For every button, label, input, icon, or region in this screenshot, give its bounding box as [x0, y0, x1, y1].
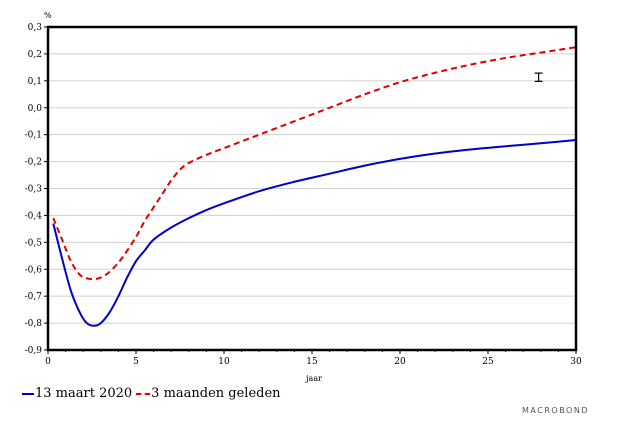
y-tick-label: -0,2 [25, 158, 42, 168]
y-tick-label: 0,0 [28, 104, 43, 114]
x-tick-label: 20 [394, 357, 406, 367]
series-line-13-maart-2020 [52, 139, 577, 327]
x-tick-label: 10 [218, 357, 230, 367]
y-tick-label: 0,2 [28, 50, 42, 60]
y-tick-label: -0,1 [25, 131, 42, 141]
x-tick-label: 15 [306, 357, 318, 367]
y-tick-label: 0,1 [28, 77, 42, 87]
series-line-3-maanden-geleden [52, 46, 577, 281]
y-tick-label: -0,7 [25, 292, 43, 302]
legend-label-series-1: 13 maart 2020 [35, 386, 133, 401]
text-cursor-icon: ⌶ [534, 68, 544, 86]
y-tick-label: 0,3 [28, 23, 43, 33]
legend-item-series-2: 3 maanden geleden [136, 386, 281, 401]
y-tick-label: -0,3 [25, 185, 43, 195]
x-tick-label: 25 [482, 357, 494, 367]
y-tick-label: -0,8 [25, 319, 43, 329]
y-tick-label: -0,4 [25, 211, 43, 221]
x-tick-label: 30 [570, 357, 582, 367]
legend-item-series-1: 13 maart 2020 [22, 386, 132, 401]
x-tick-label: 0 [45, 357, 51, 367]
macrobond-logo: MACROBOND [522, 406, 589, 415]
x-axis-label: jaar [305, 374, 322, 383]
legend: 13 maart 2020 3 maanden geleden [22, 386, 285, 401]
plot-area-frame [46, 25, 578, 352]
legend-label-series-2: 3 maanden geleden [151, 386, 281, 401]
y-tick-label: -0,6 [25, 265, 43, 275]
x-tick-label: 5 [133, 357, 139, 367]
axis-tick-labels: 0,3 0,2 0,1 0,0 -0,1 -0,2 -0,3 -0,4 -0,5 -0,6 -0,7… [25, 23, 582, 367]
legend-swatch-solid-blue [22, 392, 34, 395]
series-lines [52, 46, 577, 327]
y-axis-unit-label: % [44, 11, 52, 20]
y-tick-label: -0,5 [25, 238, 43, 248]
gridlines [48, 26, 576, 351]
y-tick-label: -0,9 [25, 346, 43, 356]
legend-swatch-dashed-red [136, 392, 151, 395]
